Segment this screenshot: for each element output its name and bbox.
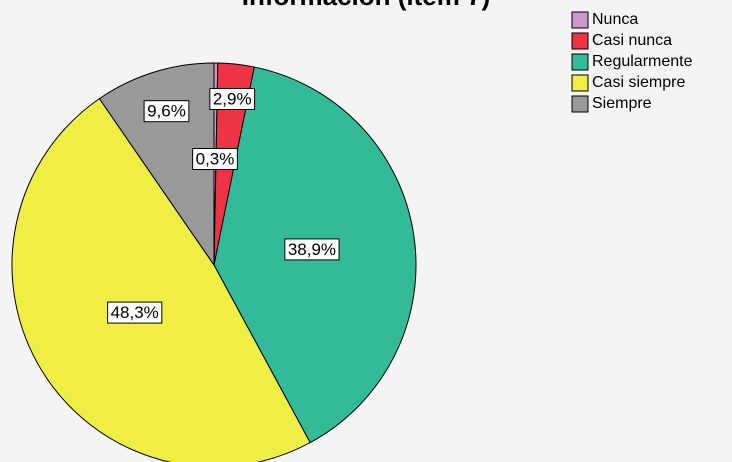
legend-swatch xyxy=(571,74,589,92)
data-label: 0,3% xyxy=(196,149,235,168)
legend-swatch xyxy=(571,95,589,113)
legend-swatch xyxy=(571,53,589,71)
legend-label: Regularmente xyxy=(592,53,693,70)
legend-label: Casi nunca xyxy=(592,32,672,49)
data-label: 2,9% xyxy=(213,89,252,108)
legend-label: Siempre xyxy=(592,95,652,112)
data-label: 48,3% xyxy=(111,303,159,322)
legend-swatch xyxy=(571,11,589,29)
pie-slice xyxy=(11,97,311,462)
data-label-box xyxy=(209,87,256,110)
legend-label: Nunca xyxy=(592,11,638,28)
data-label: 38,9% xyxy=(288,240,336,259)
data-label-box xyxy=(107,301,163,324)
chart-title: Información (ítem 7) xyxy=(242,0,490,11)
data-label: 9,6% xyxy=(147,102,186,121)
legend-swatch xyxy=(571,32,589,50)
data-label-box xyxy=(143,100,190,123)
legend-label: Casi siempre xyxy=(592,74,685,91)
data-label-box xyxy=(192,147,238,170)
data-label-box xyxy=(284,238,340,261)
